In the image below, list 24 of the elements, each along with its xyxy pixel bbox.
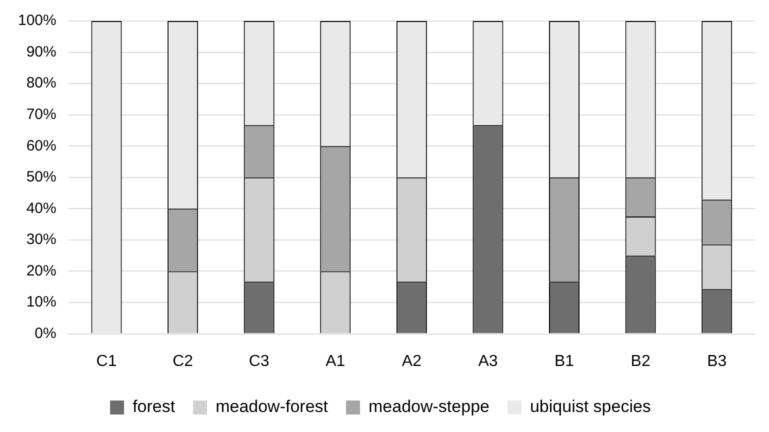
y-tick-label: 0% [34, 324, 56, 342]
y-tick-label: 40% [26, 200, 56, 217]
x-tick-label: A1 [326, 352, 346, 370]
x-tick-label: B3 [707, 352, 727, 370]
y-tick-label: 100% [18, 12, 56, 30]
legend-label: forest [132, 397, 176, 416]
x-tick-label: C1 [96, 352, 117, 370]
y-tick-label: 20% [26, 262, 56, 280]
y-tick-label: 50% [26, 168, 56, 186]
y-tick-label: 10% [26, 294, 56, 311]
x-tick-label: A2 [402, 352, 422, 370]
y-tick-label: 80% [26, 74, 56, 92]
y-tick-label: 30% [26, 231, 56, 248]
legend-label: ubiquist species [530, 397, 651, 416]
y-tick-label: 90% [26, 43, 56, 60]
legend-label: meadow-forest [216, 397, 328, 416]
y-tick-label: 60% [26, 137, 56, 154]
x-tick-label: B1 [554, 352, 574, 370]
x-tick-label: A3 [478, 352, 498, 370]
x-tick-label: B2 [630, 352, 650, 370]
x-tick-label: C2 [172, 352, 194, 370]
x-tick-label: C3 [248, 352, 270, 370]
y-tick-label: 70% [26, 106, 56, 123]
legend-label: meadow-steppe [368, 397, 490, 416]
